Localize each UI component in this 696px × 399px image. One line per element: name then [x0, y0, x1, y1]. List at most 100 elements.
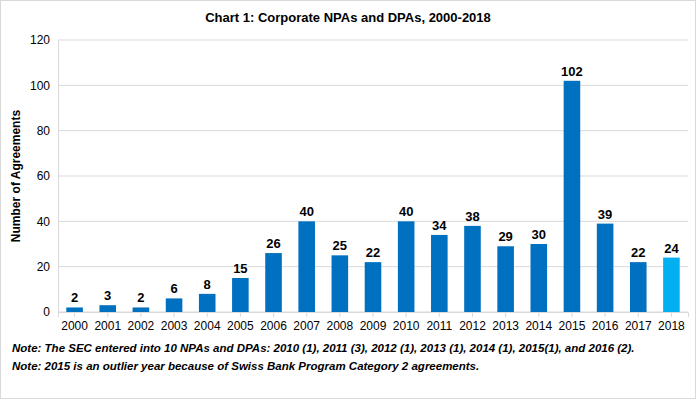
data-labels: 2326815264025224034382930102392224: [71, 64, 679, 306]
y-tick: 80: [37, 124, 58, 138]
x-tick-label: 2013: [492, 319, 519, 333]
x-tick-label: 2008: [326, 319, 353, 333]
data-label: 22: [631, 245, 645, 260]
x-tick-label: 2001: [94, 319, 121, 333]
bar: [630, 262, 647, 312]
bar: [531, 244, 548, 312]
y-tick-label: 0: [43, 305, 50, 319]
y-tick: 100: [30, 79, 58, 93]
data-label: 8: [204, 277, 211, 292]
data-label: 22: [366, 245, 380, 260]
bar: [431, 235, 448, 312]
x-tick-label: 2012: [459, 319, 486, 333]
x-tick-label: 2004: [194, 319, 221, 333]
x-tick-label: 2014: [525, 319, 552, 333]
data-label: 3: [104, 288, 111, 303]
bar: [265, 253, 282, 312]
x-tick: 2004: [194, 312, 221, 333]
y-tick-label: 20: [37, 260, 51, 274]
y-tick-label: 60: [37, 169, 51, 183]
data-label: 40: [399, 204, 413, 219]
data-label: 6: [170, 281, 177, 296]
data-label: 26: [266, 236, 280, 251]
note: Note: 2015 is an outlier year because of…: [12, 360, 479, 372]
notes: Note: The SEC entered into 10 NPAs and D…: [12, 342, 635, 372]
y-axis-line: [58, 41, 59, 313]
x-tick-mark: [339, 312, 340, 317]
x-tick: 2006: [260, 312, 287, 333]
title: Chart 1: Corporate NPAs and DPAs, 2000-2…: [205, 10, 491, 25]
x-tick: 2014: [525, 312, 552, 333]
y-tick-label: 80: [37, 124, 51, 138]
x-tick-mark: [605, 312, 606, 317]
x-tick: 2015: [559, 312, 586, 333]
x-tick-label: 2002: [128, 319, 155, 333]
bar: [133, 307, 150, 312]
x-tick: 2000: [61, 312, 88, 333]
bar: [332, 255, 349, 312]
x-tick: 2017: [625, 312, 652, 333]
x-tick-label: 2015: [559, 319, 586, 333]
data-label: 102: [561, 64, 583, 79]
chart: Chart 1: Corporate NPAs and DPAs, 2000-2…: [0, 0, 696, 399]
x-tick: 2013: [492, 312, 519, 333]
x-tick: 2007: [293, 312, 320, 333]
grid-line: [58, 40, 688, 41]
x-tick: 2008: [326, 312, 353, 333]
x-tick-mark: [74, 312, 75, 317]
x-tick: 2003: [161, 312, 188, 333]
bar: [166, 298, 183, 312]
bar: [66, 307, 83, 312]
y-tick-label: 40: [37, 215, 51, 229]
data-label: 2: [71, 290, 78, 305]
x-tick: 2002: [128, 312, 155, 333]
grid-line: [58, 221, 688, 222]
x-tick-label: 2017: [625, 319, 652, 333]
bar: [597, 224, 614, 312]
x-tick-mark: [439, 312, 440, 317]
bar: [663, 258, 680, 312]
y-tick: 20: [37, 260, 58, 274]
y-tick-label: 100: [30, 79, 50, 93]
x-tick-mark: [638, 312, 639, 317]
x-tick-label: 2009: [360, 319, 387, 333]
y-axis: 0 20 40 60 80 100 120: [30, 33, 59, 319]
x-tick: 2011: [426, 312, 452, 333]
x-tick-mark: [207, 312, 208, 317]
y-tick: 40: [37, 215, 58, 229]
x-tick-label: 2016: [592, 319, 619, 333]
bar: [232, 278, 249, 312]
data-label: 34: [432, 218, 447, 233]
grid-line: [58, 176, 688, 177]
x-tick-mark: [306, 312, 307, 317]
x-tick-label: 2011: [426, 319, 452, 333]
data-label: 38: [465, 209, 479, 224]
x-tick: 2018: [658, 312, 685, 333]
bar: [398, 221, 415, 312]
x-tick: 2012: [459, 312, 486, 333]
y-tick: 0: [43, 305, 58, 319]
bar: [365, 262, 382, 312]
data-label: 39: [598, 207, 612, 222]
x-tick-mark: [406, 312, 407, 317]
x-tick: 2010: [393, 312, 420, 333]
x-tick: 2001: [94, 312, 121, 333]
x-tick-mark: [373, 312, 374, 317]
x-tick-mark: [538, 312, 539, 317]
bar: [199, 294, 216, 312]
data-label: 29: [498, 229, 512, 244]
bar: [298, 221, 315, 312]
x-tick-mark: [671, 312, 672, 317]
x-axis: 2000200120022003200420052006200720082009…: [59, 312, 689, 333]
x-tick-label: 2010: [393, 319, 420, 333]
data-label: 30: [532, 227, 546, 242]
x-tick-mark: [174, 312, 175, 317]
x-tick-label: 2003: [161, 319, 188, 333]
bar: [464, 226, 481, 312]
y-tick: 60: [37, 169, 58, 183]
y-tick: 120: [30, 33, 58, 47]
x-tick-mark: [472, 312, 473, 317]
x-tick-mark: [273, 312, 274, 317]
data-label: 40: [299, 204, 313, 219]
x-tick-label: 2007: [293, 319, 320, 333]
